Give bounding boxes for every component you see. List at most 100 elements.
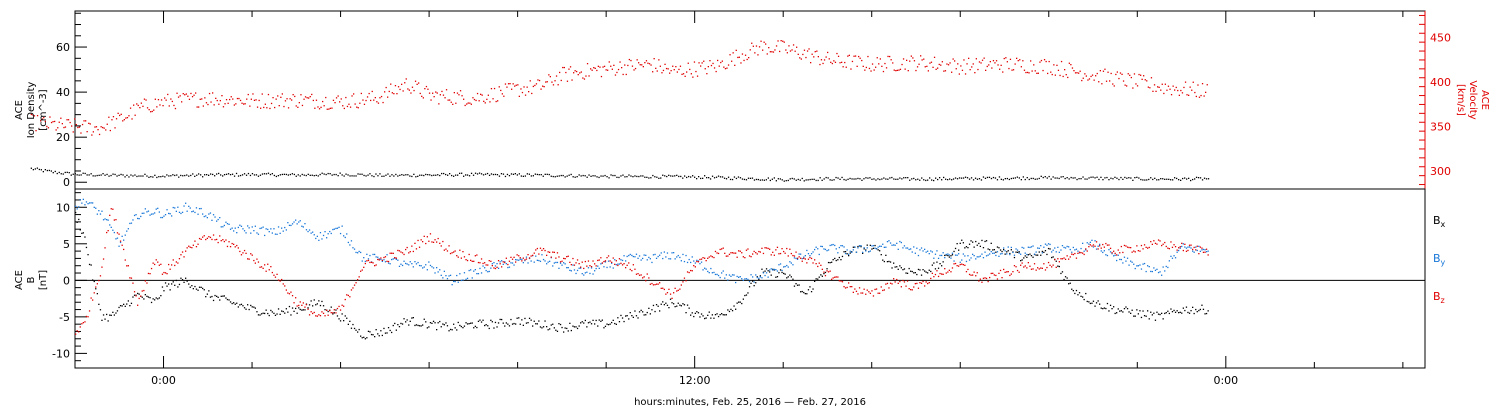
density-point xyxy=(554,176,556,178)
velocity-point xyxy=(207,103,209,106)
velocity-point xyxy=(264,103,266,105)
density-point xyxy=(494,173,497,176)
density-point xyxy=(174,174,176,177)
velocity-point xyxy=(752,45,754,47)
velocity-point xyxy=(972,63,974,65)
bz-point xyxy=(1058,261,1060,263)
by-point xyxy=(279,232,281,234)
bottom-panel-frame xyxy=(74,188,1426,369)
bz-point xyxy=(869,292,871,294)
bz-point xyxy=(1085,248,1087,250)
bx-point xyxy=(251,306,253,308)
density-point xyxy=(512,173,515,175)
velocity-point xyxy=(278,105,280,107)
density-point xyxy=(947,179,949,181)
density-point xyxy=(269,173,272,176)
bx-point xyxy=(339,320,342,322)
by-point xyxy=(212,214,215,216)
density-point xyxy=(1186,178,1188,180)
density-point xyxy=(263,173,266,175)
bx-point xyxy=(468,323,470,325)
velocity-point xyxy=(1011,69,1013,71)
bx-point xyxy=(831,261,833,263)
by-point xyxy=(202,213,204,215)
velocity-point xyxy=(918,63,920,65)
bz-point xyxy=(363,266,365,268)
by-point xyxy=(1142,263,1144,265)
density-point xyxy=(1096,176,1098,178)
bx-point xyxy=(575,326,577,328)
density-point xyxy=(1022,176,1024,178)
density-point xyxy=(321,172,323,174)
bx-point xyxy=(228,299,230,301)
bz-point xyxy=(711,256,713,258)
density-point xyxy=(773,177,775,179)
velocity-point xyxy=(605,69,607,71)
bz-point xyxy=(1078,251,1081,253)
bx-point xyxy=(188,283,190,285)
density-point xyxy=(1118,178,1120,181)
bz-point xyxy=(586,265,588,267)
velocity-point xyxy=(782,40,784,42)
bx-point xyxy=(406,319,408,321)
velocity-point xyxy=(160,99,163,101)
x-tick-label: 0:00 xyxy=(151,374,176,387)
bz-point xyxy=(809,256,811,259)
velocity-point xyxy=(1085,75,1087,77)
by-point xyxy=(620,259,622,261)
density-point xyxy=(502,173,505,175)
velocity-point xyxy=(836,52,838,55)
density-point xyxy=(68,172,70,174)
by-point xyxy=(592,273,594,275)
density-point xyxy=(855,178,857,180)
velocity-point xyxy=(374,97,376,99)
velocity-point xyxy=(486,98,488,100)
bz-point xyxy=(1057,258,1059,260)
bz-point xyxy=(707,257,709,259)
by-point xyxy=(586,271,588,273)
by-point xyxy=(899,240,901,243)
bx-point xyxy=(445,322,447,324)
bz-point xyxy=(651,282,653,285)
by-point xyxy=(673,252,675,254)
velocity-point xyxy=(46,125,48,128)
density-point xyxy=(825,176,827,179)
by-point xyxy=(403,260,405,262)
density-point xyxy=(1068,178,1070,180)
by-point xyxy=(634,256,636,258)
bz-point xyxy=(1108,244,1110,246)
bx-point xyxy=(138,293,140,295)
by-point xyxy=(660,252,662,254)
velocity-point xyxy=(126,117,129,119)
velocity-point xyxy=(428,92,431,94)
velocity-point xyxy=(608,61,610,63)
density-point xyxy=(437,174,439,176)
velocity-point xyxy=(833,60,835,62)
velocity-point xyxy=(1047,72,1049,75)
bz-point xyxy=(101,266,103,268)
bz-point xyxy=(501,266,503,268)
density-point xyxy=(1130,177,1132,179)
by-point xyxy=(273,228,275,230)
by-point xyxy=(832,243,834,246)
density-point xyxy=(1142,179,1144,181)
density-point xyxy=(761,179,763,181)
velocity-point xyxy=(275,98,277,100)
bz-point xyxy=(133,291,136,293)
by-point xyxy=(998,255,1000,257)
density-point xyxy=(1028,178,1030,181)
by-point xyxy=(285,229,287,231)
density-point xyxy=(727,176,730,178)
velocity-point xyxy=(368,92,370,95)
bz-point xyxy=(329,310,331,312)
bz-point xyxy=(265,270,267,272)
bz-point xyxy=(451,252,453,254)
bx-point xyxy=(1037,254,1039,256)
velocity-point xyxy=(233,104,235,106)
density-point xyxy=(544,173,546,175)
density-point xyxy=(1120,176,1122,179)
bx-point xyxy=(1157,313,1160,315)
bz-point xyxy=(194,240,196,242)
bx-point xyxy=(1119,310,1121,312)
by-point xyxy=(1122,262,1124,264)
